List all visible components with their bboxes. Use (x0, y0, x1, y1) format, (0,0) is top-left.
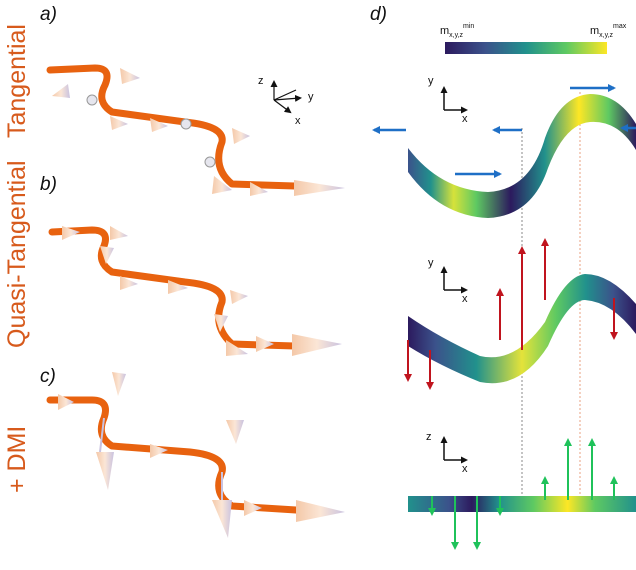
wire-c (46, 396, 300, 514)
axes-3d: z y x (258, 75, 314, 127)
side-label-tangential: Tangential (3, 24, 31, 138)
axis-d-mid-horizontal: x (462, 293, 468, 305)
axis-d-mid-vertical: y (428, 257, 434, 269)
cone-c-5 (226, 420, 244, 444)
arrows-mid (404, 238, 618, 390)
axes-d-mid: y x (428, 257, 468, 305)
panel-label-d: d) (370, 4, 387, 25)
wire-a (46, 64, 299, 190)
cone-b-end (292, 334, 342, 356)
cone-b-3 (100, 246, 114, 264)
axis-d-bot-horizontal: x (462, 463, 468, 475)
axis3d-label-x: x (295, 115, 301, 127)
arrows-bot (428, 438, 618, 550)
needle-c-1 (99, 417, 105, 453)
colorbar-max-label: mx,y,zmax (590, 23, 627, 39)
cone-a-2 (52, 84, 70, 98)
side-label-quasi-tangential: Quasi-Tangential (3, 160, 31, 348)
axis-d-top-horizontal: x (462, 113, 468, 125)
axis3d-label-y: y (308, 91, 314, 103)
colorbar: mx,y,zmin mx,y,zmax (440, 23, 627, 54)
cone-a-4 (150, 118, 168, 132)
axes-d-bot: z x (426, 431, 468, 475)
cone-b-4 (120, 276, 138, 290)
colorbar-min-label: mx,y,zmin (440, 23, 474, 39)
axes-d-top: y x (428, 75, 468, 125)
cone-c-4 (150, 444, 168, 458)
joint-a-3 (204, 156, 216, 168)
cone-b-7 (214, 314, 228, 332)
cone-c-end (296, 500, 345, 522)
panel-c-wire (46, 372, 345, 538)
cone-c-1 (58, 394, 74, 410)
panel-label-c: c) (40, 366, 56, 387)
cone-c-7 (244, 500, 262, 516)
cone-b-9 (256, 336, 274, 352)
cone-a-5 (232, 128, 250, 144)
cone-c-6 (212, 500, 232, 538)
axis-d-top-vertical: y (428, 75, 434, 87)
cone-b-1 (62, 226, 80, 240)
cone-b-2 (110, 226, 128, 240)
cone-a-6 (212, 176, 232, 194)
cone-b-5 (168, 280, 188, 294)
side-label-dmi: + DMI (3, 426, 31, 493)
cone-a-1 (120, 68, 140, 84)
cone-a-3 (110, 116, 128, 130)
ribbon-mid (408, 274, 636, 384)
ribbon-top (408, 94, 636, 218)
panel-label-b: b) (40, 174, 57, 195)
colorbar-gradient (445, 42, 607, 54)
panel-a-wire (46, 64, 345, 196)
panel-b-wire (48, 226, 342, 356)
arrows-top (372, 84, 636, 178)
cone-a-7 (250, 182, 268, 196)
cone-c-3 (96, 452, 114, 490)
bar-bottom (408, 496, 636, 512)
axis3d-label-z: z (258, 75, 264, 87)
cone-a-end (294, 180, 345, 196)
cone-b-6 (230, 290, 248, 304)
axis-d-bot-vertical: z (426, 431, 432, 443)
cone-b-8 (226, 340, 248, 356)
cone-c-2 (112, 372, 126, 396)
panel-label-a: a) (40, 4, 57, 25)
joint-a-1 (86, 94, 98, 106)
joint-a-2 (180, 118, 192, 130)
